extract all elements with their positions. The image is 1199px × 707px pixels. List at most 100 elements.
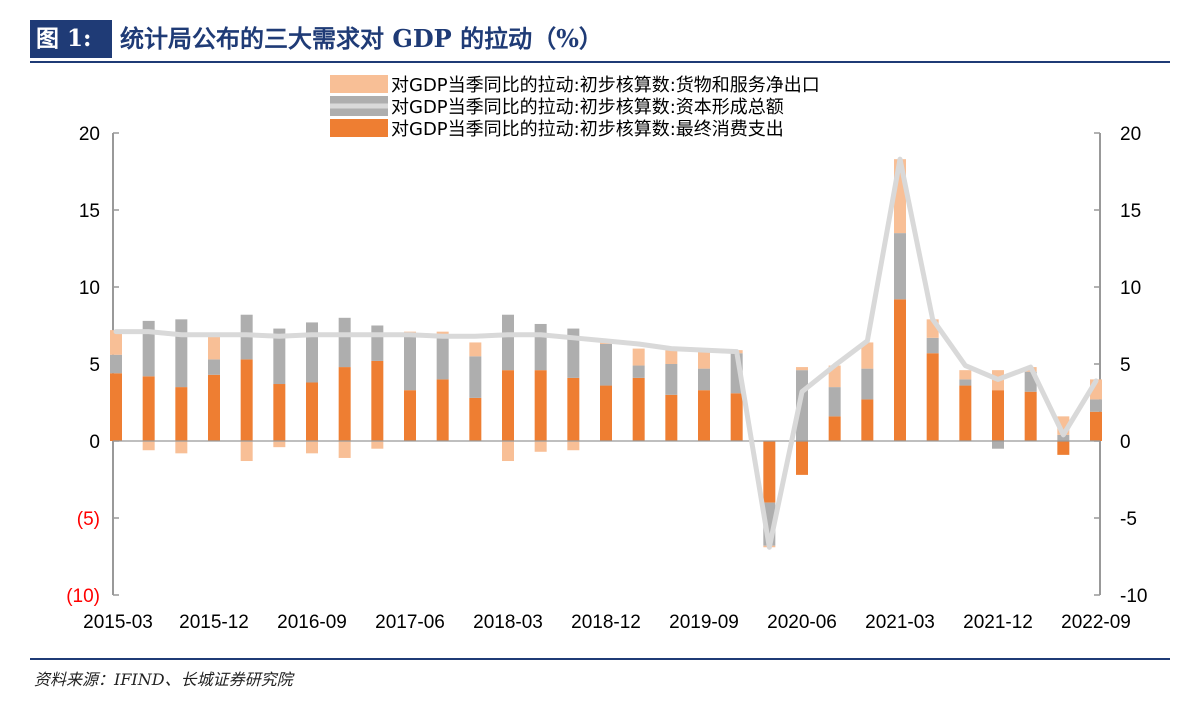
right-axis: 20 15 10 5 0 -5 -10 [1094, 124, 1147, 607]
bar-capital_formation-2018-12 [600, 343, 612, 386]
left-axis-tick-label: 20 [79, 124, 100, 145]
bar-consumption-2015-03 [110, 373, 122, 441]
bar-net_exports-2017-12 [469, 342, 482, 357]
bar-net_exports-2019-09 [698, 350, 710, 369]
bar-net_exports-2018-06 [534, 441, 547, 452]
right-axis-tick-label: 0 [1120, 432, 1131, 453]
bar-capital_formation-2020-12 [861, 368, 874, 400]
legend-swatch-consumption [330, 119, 388, 137]
x-axis-tick-label: 2021-12 [963, 612, 1033, 633]
bar-consumption-2018-09 [567, 377, 580, 441]
bar-consumption-2020-06 [796, 441, 808, 475]
bar-consumption-2018-06 [534, 370, 547, 441]
left-axis-tick-label: (10) [66, 586, 100, 607]
legend-label-net_exports: 对GDP当季同比的拉动:初步核算数:货物和服务净出口 [391, 75, 820, 96]
bar-net_exports-2020-06 [796, 367, 808, 371]
bar-consumption-2019-06 [665, 394, 678, 441]
bar-consumption-2018-12 [600, 385, 612, 441]
bar-group [110, 159, 1102, 548]
x-axis-tick-label: 2019-09 [669, 612, 739, 633]
bar-consumption-2015-12 [208, 374, 220, 441]
bar-consumption-2020-03 [763, 441, 776, 503]
bar-net_exports-2015-09 [175, 441, 188, 454]
right-axis-tick-label: -5 [1120, 509, 1137, 530]
bar-consumption-2019-12 [730, 393, 743, 441]
figure-label: 图 1: [30, 20, 112, 58]
bar-capital_formation-2021-09 [959, 379, 972, 386]
bar-net_exports-2015-06 [142, 441, 155, 451]
x-axis-tick-label: 2015-12 [179, 612, 249, 633]
bar-consumption-2018-03 [502, 370, 514, 441]
bar-capital_formation-2017-09 [436, 334, 449, 380]
bar-capital_formation-2016-09 [306, 322, 318, 383]
bar-capital_formation-2021-06 [926, 337, 939, 354]
bar-net_exports-2020-12 [861, 342, 874, 369]
bar-capital_formation-2018-09 [567, 328, 580, 378]
x-axis-tick-label: 2022-09 [1061, 612, 1131, 633]
bar-consumption-2015-06 [142, 376, 155, 441]
bar-consumption-2017-12 [469, 397, 482, 441]
legend-swatch-net_exports [330, 75, 388, 93]
x-axis-tick-label: 2020-06 [767, 612, 837, 633]
bar-consumption-2021-12 [992, 390, 1004, 441]
bar-capital_formation-2015-12 [208, 359, 220, 375]
left-axis-tick-label: 10 [79, 278, 100, 299]
left-axis-tick-label: 15 [79, 201, 100, 222]
x-axis-tick-label: 2021-03 [865, 612, 935, 633]
bar-capital_formation-2019-09 [698, 368, 710, 391]
bar-net_exports-2016-03 [240, 441, 253, 462]
bar-net_exports-2019-03 [632, 348, 645, 366]
right-axis-tick-label: 20 [1120, 124, 1141, 145]
x-axis-tick-label: 2018-12 [571, 612, 641, 633]
bar-consumption-2019-09 [698, 390, 710, 441]
left-axis-tick-label: (5) [77, 509, 100, 530]
legend-label-capital_formation: 对GDP当季同比的拉动:初步核算数:资本形成总额 [391, 97, 784, 118]
gdp-line-group [113, 156, 1099, 550]
bar-net_exports-2017-03 [371, 441, 384, 449]
bar-capital_formation-2017-06 [404, 334, 416, 391]
bar-capital_formation-2016-06 [273, 328, 286, 385]
bar-consumption-2019-03 [632, 377, 645, 441]
bar-net_exports-2016-09 [306, 441, 318, 454]
bar-net_exports-2016-12 [338, 441, 351, 458]
legend-label-consumption: 对GDP当季同比的拉动:初步核算数:最终消费支出 [391, 119, 784, 140]
bar-capital_formation-2021-03 [894, 233, 906, 300]
x-axis: 2015-03 2015-12 2016-09 2017-06 2018-03 2018-… [83, 612, 1131, 633]
bar-consumption-2017-09 [436, 379, 449, 441]
right-axis-tick-label: 10 [1120, 278, 1141, 299]
bar-capital_formation-2020-09 [828, 387, 841, 417]
x-axis-tick-label: 2018-03 [473, 612, 543, 633]
bar-net_exports-2021-09 [959, 370, 972, 380]
right-axis-tick-label: -10 [1120, 586, 1147, 607]
left-axis-tick-label: 5 [89, 355, 100, 376]
bar-capital_formation-2017-12 [469, 356, 482, 398]
bar-consumption-2016-09 [306, 382, 318, 441]
left-axis-tick-label: 0 [89, 432, 100, 453]
bar-consumption-2020-12 [861, 399, 874, 441]
bar-consumption-2022-03 [1024, 391, 1037, 441]
bar-capital_formation-2015-06 [142, 320, 155, 377]
source-note: 资料来源：IFIND、长城证券研究院 [34, 670, 293, 689]
chart-legend: 对GDP当季同比的拉动:初步核算数:货物和服务净出口对GDP当季同比的拉动:初步… [330, 75, 820, 140]
figure-title: 统计局公布的三大需求对 GDP 的拉动（%） [120, 24, 603, 53]
x-axis-tick-label: 2017-06 [375, 612, 445, 633]
bar-capital_formation-2015-03 [110, 354, 122, 374]
bar-consumption-2015-09 [175, 387, 188, 441]
bar-capital_formation-2018-03 [502, 314, 514, 371]
x-axis-tick-label: 2016-09 [277, 612, 347, 633]
bar-net_exports-2019-06 [665, 350, 678, 364]
bar-net_exports-2015-03 [110, 330, 122, 355]
bar-capital_formation-2015-09 [175, 319, 188, 388]
header-rule [30, 61, 1170, 63]
bar-consumption-2016-06 [273, 384, 286, 441]
bar-consumption-2022-09 [1090, 411, 1102, 441]
bar-consumption-2021-03 [894, 299, 906, 441]
x-axis-tick-label: 2015-03 [83, 612, 153, 633]
bar-consumption-2016-03 [240, 359, 253, 441]
bar-capital_formation-2018-06 [534, 323, 547, 371]
bar-capital_formation-2021-12 [992, 441, 1004, 449]
bar-net_exports-2016-06 [273, 441, 286, 448]
bar-net_exports-2015-12 [208, 336, 220, 360]
bar-consumption-2020-09 [828, 416, 841, 441]
footer-rule [30, 658, 1170, 660]
